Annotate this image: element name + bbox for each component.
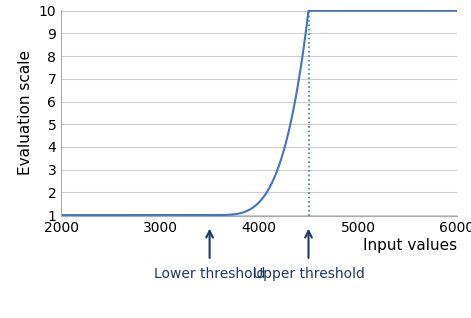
Text: Lower threshold: Lower threshold — [154, 267, 265, 281]
Text: Upper threshold: Upper threshold — [252, 267, 365, 281]
X-axis label: Input values: Input values — [363, 238, 457, 253]
Y-axis label: Evaluation scale: Evaluation scale — [18, 50, 33, 176]
